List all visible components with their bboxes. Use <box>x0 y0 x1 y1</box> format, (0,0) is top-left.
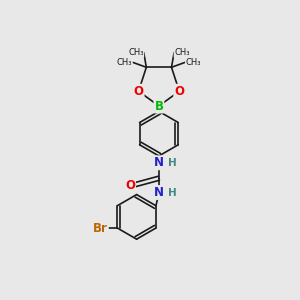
Text: CH₃: CH₃ <box>128 48 144 57</box>
Text: CH₃: CH₃ <box>117 58 132 67</box>
Text: N: N <box>154 156 164 169</box>
Text: Br: Br <box>93 221 108 235</box>
Text: CH₃: CH₃ <box>185 58 201 67</box>
Text: O: O <box>174 85 184 98</box>
Text: O: O <box>134 85 144 98</box>
Text: O: O <box>125 178 135 192</box>
Text: H: H <box>168 158 177 168</box>
Text: N: N <box>154 186 164 199</box>
Text: H: H <box>168 188 177 197</box>
Text: CH₃: CH₃ <box>174 48 190 57</box>
Text: B: B <box>154 100 164 112</box>
